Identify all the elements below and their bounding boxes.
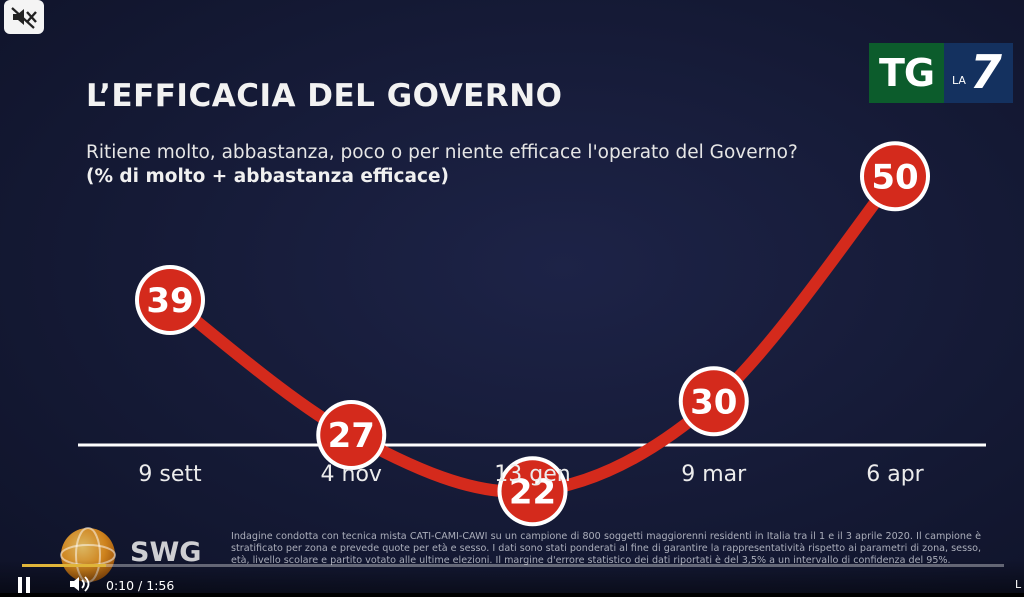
video-controls: 0:10 / 1:56 L xyxy=(0,560,1024,593)
tg-logo-text: TG xyxy=(869,43,944,103)
globe-icon xyxy=(60,527,116,583)
muted-speaker-icon xyxy=(11,7,37,29)
x-tick-label: 6 apr xyxy=(866,462,924,487)
data-markers: 39 27 22 30 50 xyxy=(135,141,930,527)
survey-question: Ritiene molto, abbastanza, poco o per ni… xyxy=(86,142,798,163)
data-point xyxy=(864,145,926,208)
fullscreen-label[interactable]: L xyxy=(1015,578,1022,591)
swg-logo: SWG xyxy=(50,525,220,587)
pause-icon xyxy=(18,577,22,593)
pause-button[interactable] xyxy=(16,577,34,593)
slide-title: L’EFFICACIA DEL GOVERNO xyxy=(86,78,563,114)
data-point-marker: 30 xyxy=(678,366,749,437)
progress-fill xyxy=(22,564,107,567)
data-label: 50 xyxy=(871,157,918,197)
la7-logo-block: LA 7 xyxy=(944,43,1013,103)
data-point-marker: 27 xyxy=(316,400,387,470)
x-tick-label: 9 sett xyxy=(138,462,202,487)
data-label: 30 xyxy=(690,382,737,422)
volume-button[interactable] xyxy=(68,575,94,593)
swg-logo-text: SWG xyxy=(130,537,202,568)
tg-la7-logo: TG LA 7 xyxy=(869,43,1013,103)
current-time: 0:10 xyxy=(106,578,135,593)
methodology-footnote: Indagine condotta con tecnica mista CATI… xyxy=(231,531,981,566)
data-point xyxy=(320,404,383,466)
data-point xyxy=(682,370,745,433)
data-label: 27 xyxy=(328,416,375,456)
data-point xyxy=(139,269,201,331)
volume-icon xyxy=(70,576,90,592)
data-point-marker: 50 xyxy=(860,141,930,212)
la-logo-text: LA xyxy=(952,74,966,87)
x-tick-label: 13 gen xyxy=(494,462,571,487)
x-tick-label: 4 nov xyxy=(320,462,382,487)
pause-icon-bar xyxy=(26,577,30,593)
mute-button[interactable] xyxy=(4,0,44,34)
x-tick-label: 9 mar xyxy=(681,462,747,487)
duration: 1:56 xyxy=(146,578,175,593)
data-point xyxy=(501,460,564,523)
data-point-marker: 39 xyxy=(135,265,205,335)
data-label: 39 xyxy=(146,281,193,321)
time-display: 0:10 / 1:56 xyxy=(106,578,174,593)
progress-bar[interactable] xyxy=(22,564,1004,567)
data-point-marker: 22 xyxy=(497,456,568,527)
data-label: 22 xyxy=(509,472,556,512)
unit-note: (% di molto + abbastanza efficace) xyxy=(86,166,449,187)
seven-logo-text: 7 xyxy=(970,45,1003,99)
time-separator: / xyxy=(134,578,147,593)
